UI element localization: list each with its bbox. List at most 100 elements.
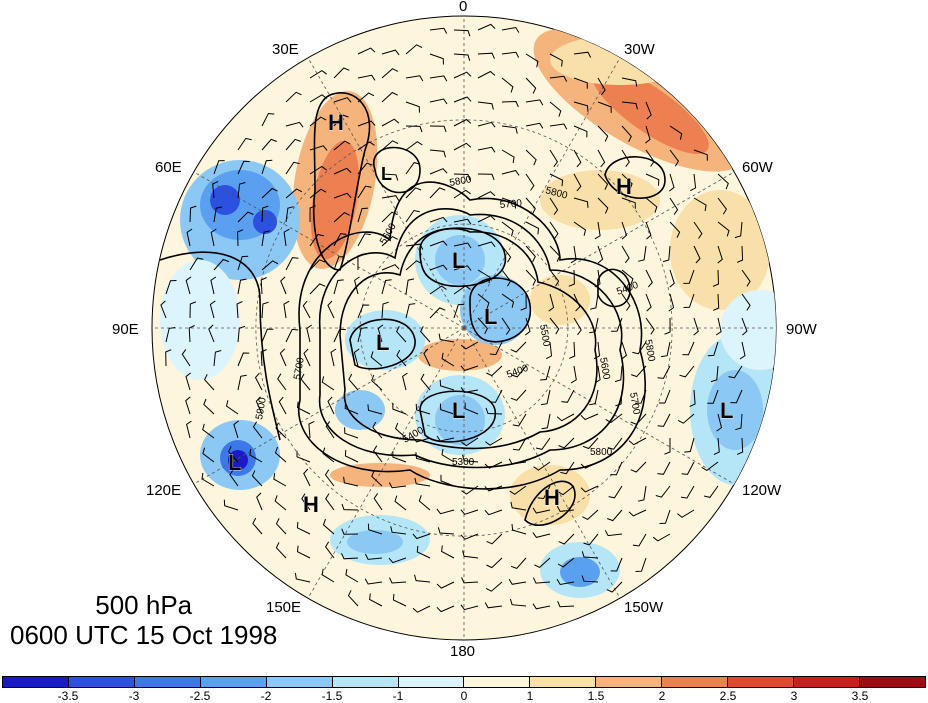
wind-barb: [501, 169, 520, 176]
wind-barb: [693, 317, 699, 336]
wind-barb: [357, 233, 371, 247]
wind-barb: [188, 325, 195, 343]
wind-barb: [212, 180, 219, 199]
wind-barb: [556, 413, 575, 422]
wind-barb: [357, 253, 364, 271]
wind-barb: [614, 365, 623, 383]
wind-barb: [549, 221, 559, 239]
wind-barb: [204, 374, 215, 391]
wind-barb: [664, 438, 671, 455]
wind-barb: [429, 216, 448, 223]
wind-barb: [689, 389, 696, 408]
wind-barb: [453, 118, 472, 127]
wind-barb: [545, 341, 553, 360]
wind-barb: [237, 255, 249, 271]
wind-barb: [460, 365, 479, 371]
wind-barb: [388, 482, 407, 489]
wind-barb: [429, 125, 447, 133]
wind-barb: [423, 348, 431, 367]
wind-barb: [549, 149, 559, 167]
wind-barb: [369, 593, 383, 607]
wind-barb: [501, 221, 514, 237]
longitude-label-150e: 150E: [266, 599, 302, 616]
wind-barb: [534, 557, 551, 568]
wind-barb: [367, 523, 383, 535]
wind-barb: [549, 245, 561, 262]
wind-barb: [453, 29, 471, 37]
wind-barb: [236, 301, 243, 319]
wind-barb: [477, 269, 491, 284]
wind-barb: [285, 161, 300, 175]
colorbar-swatch: [266, 677, 333, 687]
wind-barb: [261, 159, 273, 175]
wind-barb: [453, 285, 471, 295]
wind-barb: [285, 138, 301, 151]
wind-barb: [453, 218, 472, 225]
wind-barb: [664, 317, 671, 335]
wind-barb: [419, 326, 431, 343]
wind-barb: [512, 413, 527, 427]
wind-barb: [461, 485, 479, 495]
wind-barb: [189, 205, 197, 223]
wind-barb: [405, 278, 415, 295]
wind-barb: [606, 581, 623, 593]
wind-barb: [501, 269, 512, 287]
wind-barb: [377, 324, 384, 343]
contour-label: 5700: [292, 356, 307, 380]
wind-barb: [537, 485, 551, 500]
wind-barb: [185, 396, 191, 415]
wind-barb: [631, 365, 647, 378]
wind-barb: [712, 269, 720, 287]
wind-barb: [525, 77, 537, 94]
wind-barb: [717, 197, 728, 215]
wind-barb: [237, 374, 247, 391]
wind-barb: [533, 461, 551, 471]
wind-barb: [645, 101, 652, 120]
wind-barb: [597, 77, 606, 96]
wind-barb: [736, 245, 744, 263]
wind-barb: [669, 197, 679, 215]
wind-barb: [202, 423, 215, 439]
wind-barb: [484, 461, 503, 469]
wind-barb: [333, 211, 350, 223]
wind-barb: [333, 256, 345, 271]
wind-barb: [228, 446, 239, 463]
wind-barb: [573, 149, 582, 168]
wind-barb: [693, 221, 703, 239]
wind-barb: [716, 413, 723, 432]
wind-barb: [181, 349, 191, 367]
longitude-label-90e: 90E: [112, 321, 139, 338]
wind-barb: [325, 421, 335, 439]
wind-barb: [343, 476, 359, 487]
wind-barb: [644, 125, 651, 144]
wind-barb: [573, 125, 588, 138]
wind-barb: [303, 348, 311, 367]
wind-barb: [370, 351, 383, 367]
high-center: H: [303, 492, 319, 517]
wind-barb: [607, 437, 623, 450]
colorbar-swatch: [3, 677, 69, 687]
contour-label: 5800: [590, 447, 613, 458]
low-center: L: [484, 304, 497, 329]
colorbar-swatch: [596, 677, 663, 687]
wind-barb: [415, 452, 431, 463]
wind-barb: [582, 437, 599, 450]
wind-barb: [418, 495, 431, 511]
wind-barb: [707, 341, 719, 357]
wind-barb: [453, 303, 465, 319]
wind-barb: [405, 303, 416, 319]
wind-barb: [453, 242, 472, 249]
wind-barb: [662, 245, 671, 263]
wind-barb: [645, 221, 652, 240]
wind-barb: [203, 398, 215, 415]
wind-barb: [669, 269, 675, 288]
wind-barb: [333, 279, 344, 295]
wind-barb: [439, 403, 455, 415]
wind-barb: [737, 437, 744, 455]
wind-barb: [525, 99, 544, 106]
wind-barb: [357, 74, 376, 81]
wind-barb: [237, 229, 244, 247]
wind-barb: [412, 605, 431, 613]
wind-barb: [501, 26, 520, 33]
